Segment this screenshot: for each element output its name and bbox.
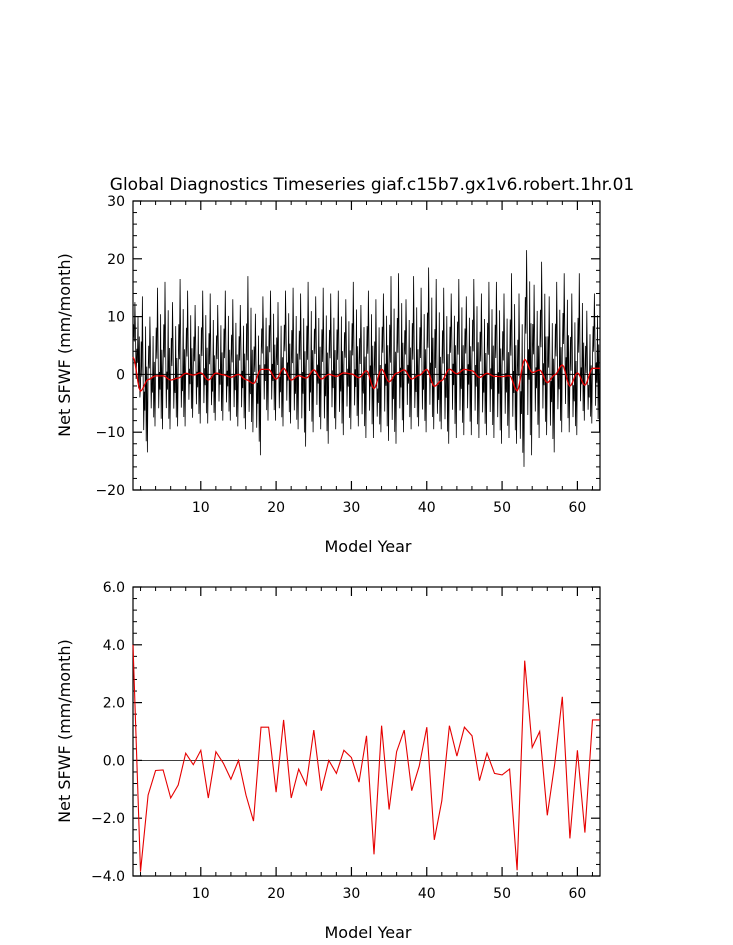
x-tick-label: 10 bbox=[192, 886, 210, 902]
smoothed-mean-line bbox=[132, 356, 600, 393]
bottom-series bbox=[132, 644, 600, 872]
y-tick-label: 0.0 bbox=[103, 753, 125, 769]
bottom-plot-frame bbox=[132, 586, 601, 877]
x-tick-label: 50 bbox=[493, 886, 511, 902]
x-tick-label: 50 bbox=[493, 500, 511, 516]
x-tick-label: 20 bbox=[267, 886, 285, 902]
x-tick-label: 40 bbox=[418, 886, 436, 902]
top-x-axis-label: Model Year bbox=[325, 537, 412, 556]
x-tick-label: 40 bbox=[418, 500, 436, 516]
x-tick-label: 30 bbox=[343, 500, 361, 516]
bottom-axis-ticks bbox=[133, 586, 600, 877]
monthly-series-line bbox=[132, 250, 601, 467]
annual-mean-line bbox=[132, 644, 600, 872]
top-x-tick-labels: 10 20 30 40 50 60 bbox=[192, 500, 586, 516]
bottom-x-tick-labels: 10 20 30 40 50 60 bbox=[192, 886, 586, 902]
y-tick-label: 4.0 bbox=[103, 638, 125, 654]
bottom-y-tick-labels: −4.0 −2.0 0.0 2.0 4.0 6.0 bbox=[91, 580, 125, 885]
y-tick-label: −2.0 bbox=[91, 811, 125, 827]
chart-title: Global Diagnostics Timeseries giaf.c15b7… bbox=[110, 175, 634, 195]
y-tick-label: 10 bbox=[107, 310, 125, 326]
top-y-axis-label: Net SFWF (mm/month) bbox=[55, 253, 74, 437]
bottom-x-axis-label: Model Year bbox=[325, 923, 412, 942]
y-tick-label: 30 bbox=[107, 194, 125, 210]
y-tick-label: −4.0 bbox=[91, 869, 125, 885]
y-tick-label: −20 bbox=[95, 483, 125, 499]
y-tick-label: 20 bbox=[107, 252, 125, 268]
top-y-tick-labels: −20 −10 0 10 20 30 bbox=[95, 194, 125, 499]
y-tick-label: 0 bbox=[116, 367, 125, 383]
y-tick-label: 6.0 bbox=[103, 580, 125, 596]
x-tick-label: 60 bbox=[568, 500, 586, 516]
x-tick-label: 20 bbox=[267, 500, 285, 516]
x-tick-label: 60 bbox=[568, 886, 586, 902]
x-tick-label: 10 bbox=[192, 500, 210, 516]
y-tick-label: −10 bbox=[95, 425, 125, 441]
x-tick-label: 30 bbox=[343, 886, 361, 902]
bottom-panel: 10 20 30 40 50 60 −4.0 −2.0 0.0 2.0 4.0 6.0 Model … bbox=[55, 580, 601, 942]
y-tick-label: 2.0 bbox=[103, 696, 125, 712]
top-panel: 10 20 30 40 50 60 −20 −10 0 10 20 30 Model Year Ne… bbox=[55, 194, 601, 556]
bottom-y-axis-label: Net SFWF (mm/month) bbox=[55, 639, 74, 823]
top-series bbox=[132, 250, 601, 467]
